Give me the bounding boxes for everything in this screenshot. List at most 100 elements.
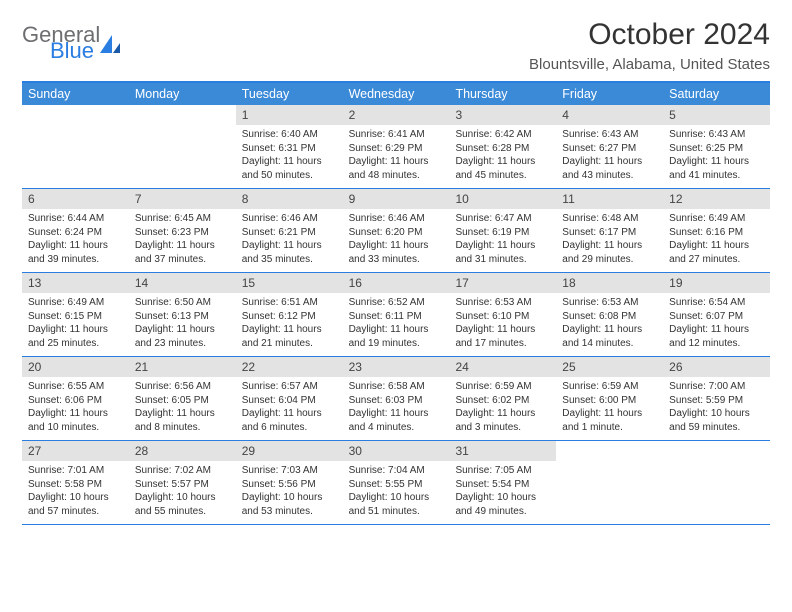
day-details: Sunrise: 7:00 AMSunset: 5:59 PMDaylight:… [663,377,770,434]
weekday-header: Wednesday [343,83,450,105]
day-cell: 19Sunrise: 6:54 AMSunset: 6:07 PMDayligh… [663,273,770,356]
day-number: 27 [22,441,129,461]
daylight-text: Daylight: 11 hours and 25 minutes. [28,323,125,350]
week-row: 1Sunrise: 6:40 AMSunset: 6:31 PMDaylight… [22,105,770,189]
day-number [129,105,236,125]
sunrise-text: Sunrise: 6:55 AM [28,380,125,394]
day-cell: 14Sunrise: 6:50 AMSunset: 6:13 PMDayligh… [129,273,236,356]
day-details: Sunrise: 6:46 AMSunset: 6:20 PMDaylight:… [343,209,450,266]
day-details: Sunrise: 6:40 AMSunset: 6:31 PMDaylight:… [236,125,343,182]
day-cell: 12Sunrise: 6:49 AMSunset: 6:16 PMDayligh… [663,189,770,272]
day-number: 26 [663,357,770,377]
day-cell: 29Sunrise: 7:03 AMSunset: 5:56 PMDayligh… [236,441,343,524]
day-cell: 21Sunrise: 6:56 AMSunset: 6:05 PMDayligh… [129,357,236,440]
weekday-header: Thursday [449,83,556,105]
sunrise-text: Sunrise: 6:42 AM [455,128,552,142]
sunrise-text: Sunrise: 7:02 AM [135,464,232,478]
weekday-header: Monday [129,83,236,105]
sunset-text: Sunset: 6:25 PM [669,142,766,156]
daylight-text: Daylight: 10 hours and 49 minutes. [455,491,552,518]
day-number: 8 [236,189,343,209]
day-number: 25 [556,357,663,377]
day-details: Sunrise: 6:45 AMSunset: 6:23 PMDaylight:… [129,209,236,266]
sunrise-text: Sunrise: 6:56 AM [135,380,232,394]
day-details: Sunrise: 7:05 AMSunset: 5:54 PMDaylight:… [449,461,556,518]
sunrise-text: Sunrise: 7:00 AM [669,380,766,394]
sunrise-text: Sunrise: 6:44 AM [28,212,125,226]
day-details: Sunrise: 6:43 AMSunset: 6:25 PMDaylight:… [663,125,770,182]
day-number: 29 [236,441,343,461]
day-details: Sunrise: 6:56 AMSunset: 6:05 PMDaylight:… [129,377,236,434]
day-details: Sunrise: 7:04 AMSunset: 5:55 PMDaylight:… [343,461,450,518]
daylight-text: Daylight: 11 hours and 29 minutes. [562,239,659,266]
sunrise-text: Sunrise: 6:45 AM [135,212,232,226]
day-details: Sunrise: 6:42 AMSunset: 6:28 PMDaylight:… [449,125,556,182]
sunrise-text: Sunrise: 6:51 AM [242,296,339,310]
day-cell: 16Sunrise: 6:52 AMSunset: 6:11 PMDayligh… [343,273,450,356]
sunrise-text: Sunrise: 6:52 AM [349,296,446,310]
daylight-text: Daylight: 11 hours and 6 minutes. [242,407,339,434]
day-cell: 11Sunrise: 6:48 AMSunset: 6:17 PMDayligh… [556,189,663,272]
daylight-text: Daylight: 11 hours and 50 minutes. [242,155,339,182]
weekday-header-row: SundayMondayTuesdayWednesdayThursdayFrid… [22,83,770,105]
day-details: Sunrise: 6:53 AMSunset: 6:08 PMDaylight:… [556,293,663,350]
sunrise-text: Sunrise: 6:58 AM [349,380,446,394]
empty-cell [22,105,129,188]
sunrise-text: Sunrise: 6:43 AM [562,128,659,142]
day-cell: 4Sunrise: 6:43 AMSunset: 6:27 PMDaylight… [556,105,663,188]
daylight-text: Daylight: 10 hours and 57 minutes. [28,491,125,518]
day-details: Sunrise: 6:59 AMSunset: 6:02 PMDaylight:… [449,377,556,434]
day-cell: 28Sunrise: 7:02 AMSunset: 5:57 PMDayligh… [129,441,236,524]
sunrise-text: Sunrise: 6:49 AM [669,212,766,226]
sunrise-text: Sunrise: 7:01 AM [28,464,125,478]
daylight-text: Daylight: 11 hours and 43 minutes. [562,155,659,182]
day-cell: 9Sunrise: 6:46 AMSunset: 6:20 PMDaylight… [343,189,450,272]
day-details: Sunrise: 6:57 AMSunset: 6:04 PMDaylight:… [236,377,343,434]
title-block: October 2024 Blountsville, Alabama, Unit… [529,18,770,73]
sunrise-text: Sunrise: 6:40 AM [242,128,339,142]
daylight-text: Daylight: 11 hours and 10 minutes. [28,407,125,434]
sunset-text: Sunset: 6:04 PM [242,394,339,408]
day-cell: 2Sunrise: 6:41 AMSunset: 6:29 PMDaylight… [343,105,450,188]
week-row: 20Sunrise: 6:55 AMSunset: 6:06 PMDayligh… [22,357,770,441]
sunrise-text: Sunrise: 6:48 AM [562,212,659,226]
sunrise-text: Sunrise: 7:05 AM [455,464,552,478]
day-cell: 15Sunrise: 6:51 AMSunset: 6:12 PMDayligh… [236,273,343,356]
empty-cell [129,105,236,188]
day-number [22,105,129,125]
daylight-text: Daylight: 11 hours and 37 minutes. [135,239,232,266]
day-cell: 25Sunrise: 6:59 AMSunset: 6:00 PMDayligh… [556,357,663,440]
day-number: 30 [343,441,450,461]
day-details: Sunrise: 6:49 AMSunset: 6:16 PMDaylight:… [663,209,770,266]
daylight-text: Daylight: 11 hours and 27 minutes. [669,239,766,266]
weekday-header: Tuesday [236,83,343,105]
sunset-text: Sunset: 6:10 PM [455,310,552,324]
logo: General Blue [22,24,122,62]
day-number: 23 [343,357,450,377]
daylight-text: Daylight: 11 hours and 17 minutes. [455,323,552,350]
sunrise-text: Sunrise: 6:43 AM [669,128,766,142]
day-number [556,441,663,461]
sunrise-text: Sunrise: 6:46 AM [349,212,446,226]
location-subtitle: Blountsville, Alabama, United States [529,56,770,73]
daylight-text: Daylight: 11 hours and 23 minutes. [135,323,232,350]
sunrise-text: Sunrise: 6:53 AM [562,296,659,310]
sunset-text: Sunset: 6:03 PM [349,394,446,408]
sunset-text: Sunset: 6:06 PM [28,394,125,408]
day-details: Sunrise: 6:41 AMSunset: 6:29 PMDaylight:… [343,125,450,182]
day-number: 4 [556,105,663,125]
daylight-text: Daylight: 11 hours and 12 minutes. [669,323,766,350]
daylight-text: Daylight: 11 hours and 21 minutes. [242,323,339,350]
day-number: 2 [343,105,450,125]
sunrise-text: Sunrise: 6:49 AM [28,296,125,310]
daylight-text: Daylight: 11 hours and 1 minute. [562,407,659,434]
daylight-text: Daylight: 11 hours and 31 minutes. [455,239,552,266]
header: General Blue October 2024 Blountsville, … [22,18,770,73]
day-number: 19 [663,273,770,293]
week-row: 13Sunrise: 6:49 AMSunset: 6:15 PMDayligh… [22,273,770,357]
day-number: 20 [22,357,129,377]
sunrise-text: Sunrise: 6:50 AM [135,296,232,310]
sunset-text: Sunset: 5:58 PM [28,478,125,492]
daylight-text: Daylight: 10 hours and 55 minutes. [135,491,232,518]
daylight-text: Daylight: 11 hours and 35 minutes. [242,239,339,266]
